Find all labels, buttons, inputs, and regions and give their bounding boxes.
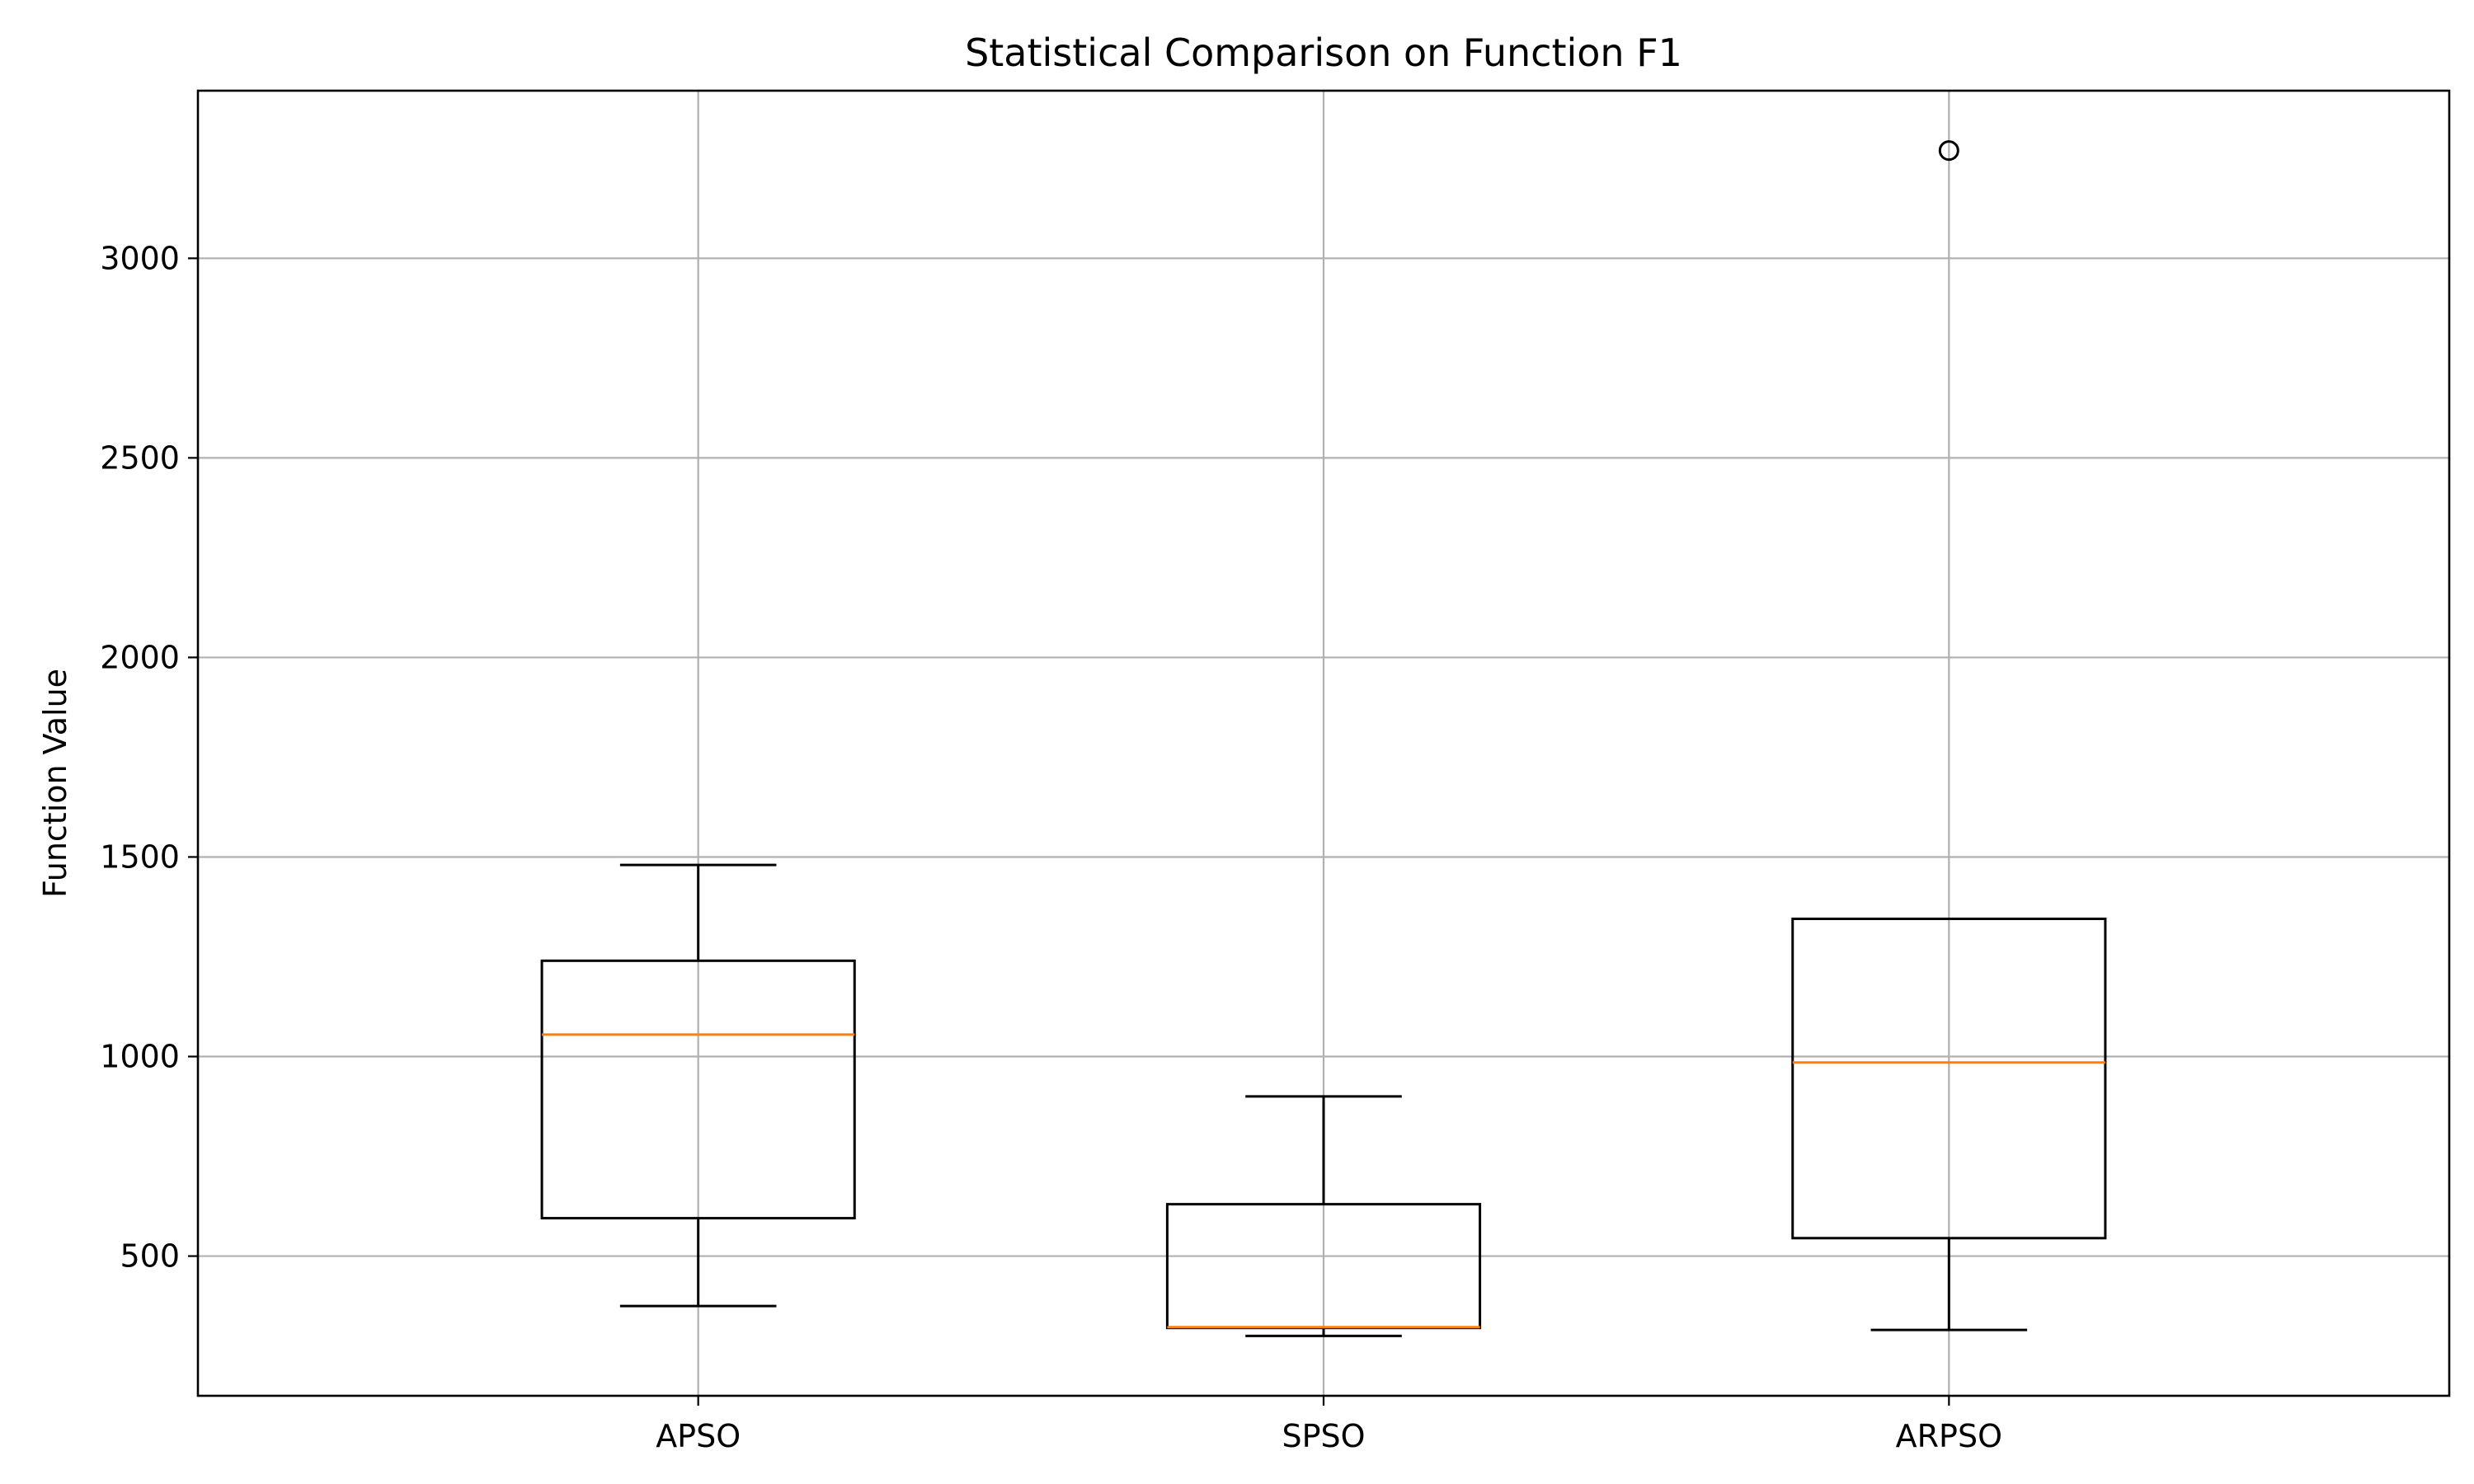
box-spso [1165, 1095, 1482, 1337]
grid [198, 91, 2449, 1396]
axes: 500 1000 1500 2000 2500 3000 APSO SPSO ARPSO [100, 89, 2451, 1454]
y-axis-label: Function Value [37, 669, 73, 898]
y-tick-label: 3000 [100, 240, 180, 276]
iqr-box [1791, 918, 2107, 1240]
chart-title: Statistical Comparison on Function F1 [965, 31, 1682, 75]
y-tick-label: 500 [120, 1238, 180, 1275]
box-apso [540, 863, 856, 1308]
y-tick-label: 1000 [100, 1039, 180, 1075]
x-tick-label: SPSO [1282, 1418, 1365, 1454]
y-tick-label: 2000 [100, 639, 180, 675]
y-tick-label: 2500 [100, 439, 180, 476]
boxes [540, 140, 2107, 1337]
x-tick-label: APSO [656, 1418, 741, 1454]
outlier-point [1938, 140, 1959, 162]
y-tick-label: 1500 [100, 838, 180, 875]
box-arpso [1791, 140, 2107, 1331]
x-tick-label: ARPSO [1896, 1418, 2002, 1454]
plot-frame [196, 89, 2451, 1397]
iqr-box [540, 959, 856, 1220]
